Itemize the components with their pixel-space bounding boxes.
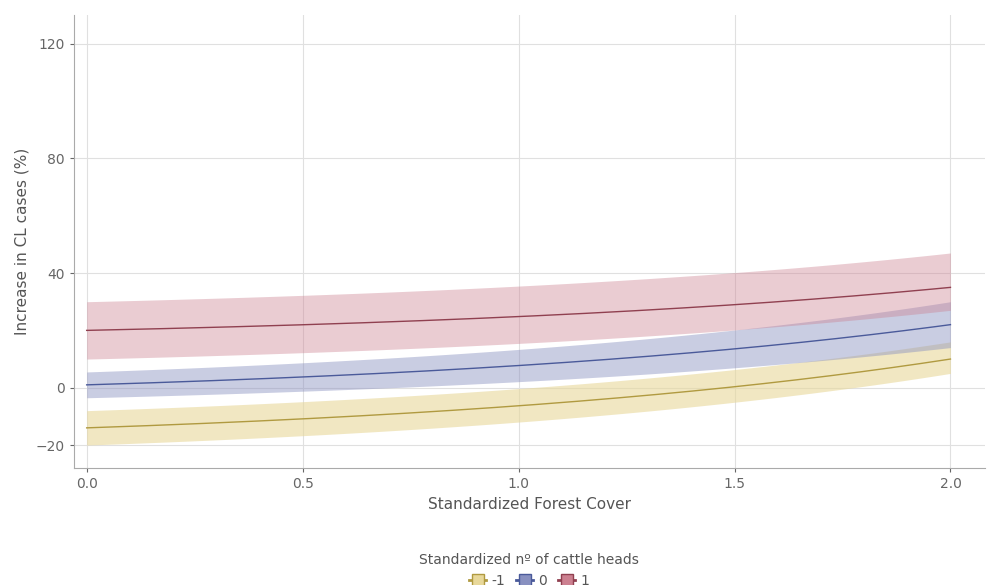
X-axis label: Standardized Forest Cover: Standardized Forest Cover bbox=[428, 497, 631, 512]
Y-axis label: Increase in CL cases (%): Increase in CL cases (%) bbox=[15, 148, 30, 335]
Legend: -1, 0, 1: -1, 0, 1 bbox=[414, 548, 645, 585]
